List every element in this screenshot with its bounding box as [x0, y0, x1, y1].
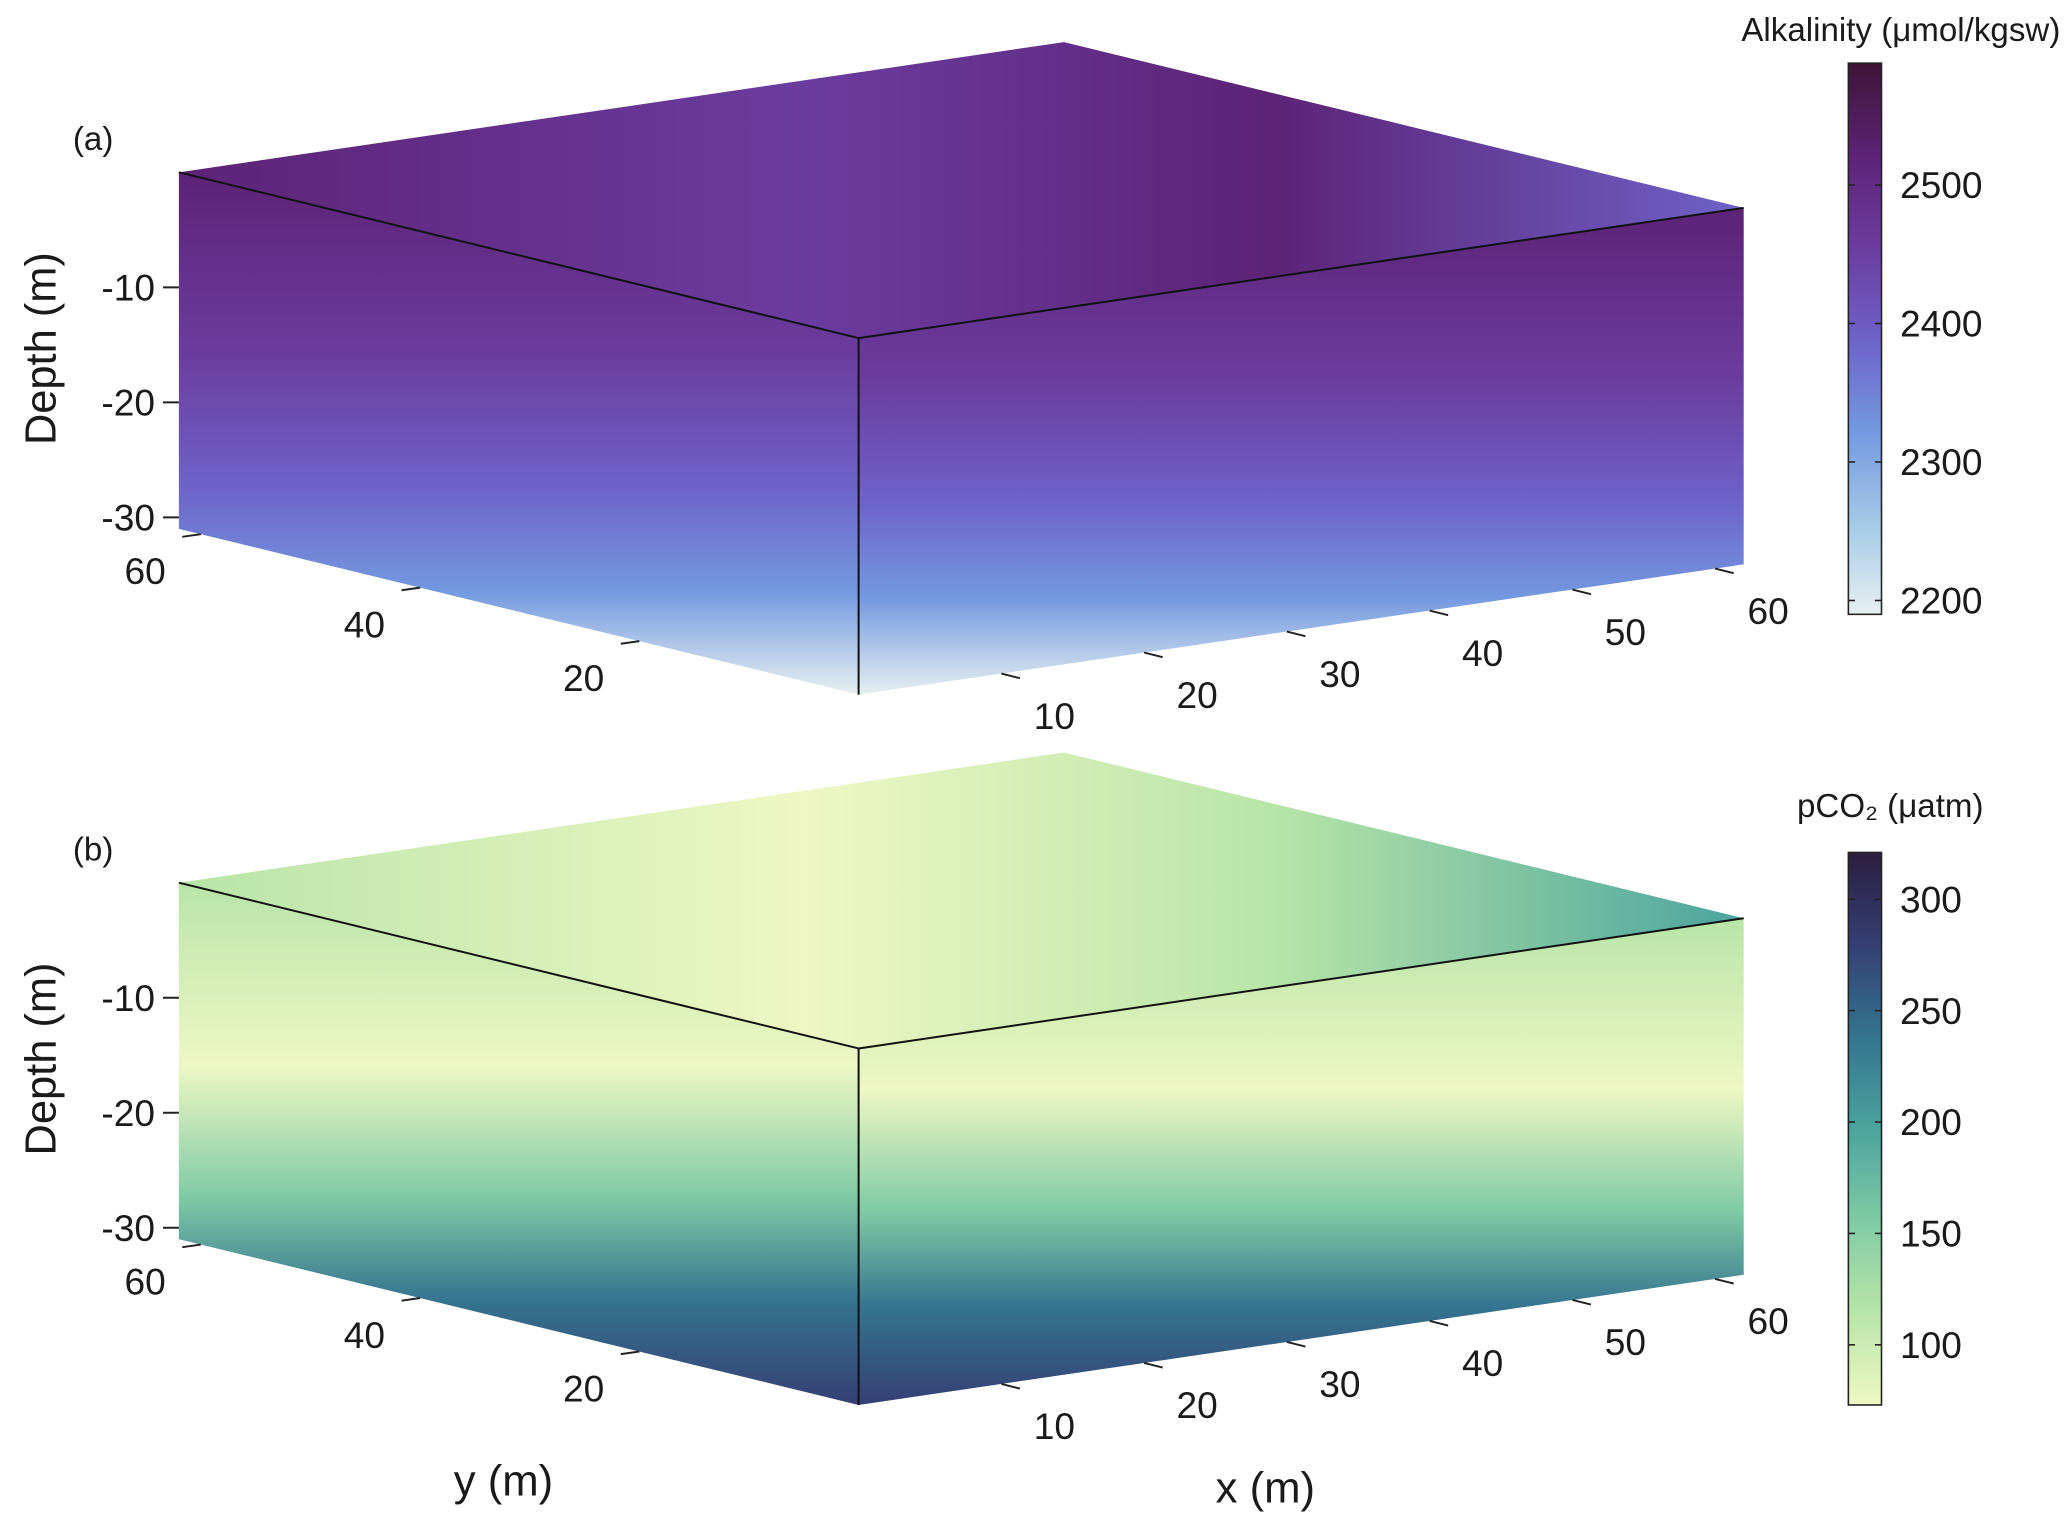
x-axis-label: x (m) [1216, 1464, 1316, 1512]
y-tick [401, 586, 421, 592]
x-tick-label: 10 [1034, 1406, 1075, 1447]
colorbar-label: pCO₂ (μatm) [1797, 787, 1984, 824]
x-tick-label: 30 [1319, 654, 1360, 695]
x-tick [1286, 1340, 1306, 1348]
x-tick-label: 40 [1462, 1343, 1503, 1384]
x-tick-label: 10 [1034, 696, 1075, 737]
x-tick [1143, 651, 1163, 659]
y-tick [620, 640, 640, 645]
y-tick [182, 533, 201, 538]
right-face [858, 918, 1744, 1405]
z-tick-label: -20 [101, 1093, 155, 1134]
x-tick [1286, 630, 1306, 638]
colorbar [1847, 62, 1883, 616]
box-edge [858, 206, 1744, 340]
y-tick-label: 20 [563, 658, 604, 699]
x-tick [1572, 588, 1592, 596]
y-axis-label: y (m) [454, 1458, 554, 1506]
z-axis-label: Depth (m) [18, 252, 66, 445]
y-tick-label: 40 [344, 1315, 385, 1356]
z-tick-label: -30 [101, 498, 155, 539]
colorbar-tick-label: 2300 [1900, 442, 1983, 483]
colorbar [1847, 851, 1883, 1406]
left-face [178, 882, 859, 1405]
volume-panel [178, 42, 1744, 695]
x-tick-label: 20 [1176, 1385, 1217, 1426]
z-axis-label: Depth (m) [18, 963, 66, 1156]
z-tick-label: -20 [101, 383, 155, 424]
volume-panel [178, 752, 1744, 1405]
x-tick [1143, 1362, 1163, 1369]
colorbar-tick-label: 100 [1900, 1325, 1962, 1366]
z-tick-label: -10 [101, 268, 155, 309]
y-tick [620, 1350, 640, 1356]
top-face [178, 42, 1744, 339]
y-tick [182, 1243, 201, 1249]
box-edge [858, 917, 1744, 1050]
colorbar-tick-label: 2500 [1900, 165, 1983, 206]
x-tick [1714, 1277, 1734, 1285]
y-tick [401, 1297, 421, 1302]
colorbar-tick-label: 2400 [1900, 304, 1983, 345]
x-tick [1572, 1298, 1592, 1306]
panel-label: (a) [73, 120, 113, 157]
x-tick-label: 40 [1462, 633, 1503, 674]
colorbar-label: Alkalinity (μmol/kgsw) [1741, 11, 2060, 48]
colorbar-tick-label: 200 [1900, 1102, 1962, 1143]
y-tick-label: 20 [563, 1369, 604, 1410]
colorbar-tick-label: 250 [1900, 991, 1962, 1032]
box-edge [178, 171, 859, 340]
x-tick-label: 60 [1748, 1301, 1789, 1342]
x-tick [1429, 1319, 1449, 1327]
colorbar-tick-label: 150 [1900, 1214, 1962, 1255]
left-face [178, 172, 859, 695]
right-face [858, 207, 1744, 695]
y-tick-label: 60 [125, 551, 166, 592]
colorbar-tick-label: 300 [1900, 880, 1962, 921]
x-tick-label: 60 [1748, 591, 1789, 632]
x-tick [1001, 672, 1021, 680]
x-tick [1001, 1383, 1021, 1390]
box-edge [178, 881, 859, 1050]
x-tick-label: 50 [1605, 1322, 1646, 1363]
colorbar-tick-label: 2200 [1900, 581, 1983, 622]
x-tick-label: 50 [1605, 612, 1646, 653]
z-tick-label: -10 [101, 978, 155, 1019]
y-tick-label: 60 [125, 1262, 166, 1303]
x-tick [1714, 567, 1734, 575]
z-tick-label: -30 [101, 1208, 155, 1249]
x-tick [1429, 609, 1449, 617]
x-tick-label: 30 [1319, 1364, 1360, 1405]
top-face [178, 752, 1744, 1049]
x-tick-label: 20 [1176, 675, 1217, 716]
y-tick-label: 40 [344, 605, 385, 646]
panel-label: (b) [73, 830, 113, 867]
